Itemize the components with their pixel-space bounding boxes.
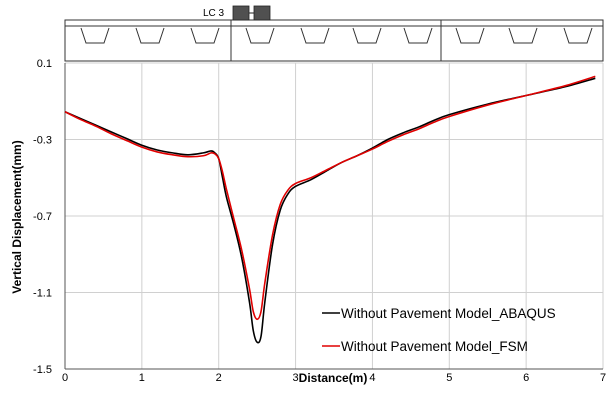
girder-shape	[300, 27, 330, 44]
girder-shape	[190, 27, 220, 44]
x-tick-label: 6	[523, 372, 529, 384]
x-tick-label: 4	[369, 372, 375, 384]
schematic-girders	[80, 27, 593, 44]
girder-shape	[135, 27, 165, 44]
y-tick-label: -1.5	[33, 364, 52, 376]
x-tick-label: 3	[293, 372, 299, 384]
x-tick-labels: 0 1 2 3 4 5 6 7	[62, 372, 606, 384]
load-case-label: LC 3	[203, 8, 225, 19]
y-tick-label: -0.3	[33, 135, 52, 147]
y-tick-label: -0.7	[33, 211, 52, 223]
y-tick-labels: 0.1 -0.3 -0.7 -1.1 -1.5	[33, 58, 52, 376]
x-tick-label: 5	[446, 372, 452, 384]
load-wheel-left	[232, 5, 250, 21]
x-tick-label: 1	[139, 372, 145, 384]
x-tick-label: 7	[600, 372, 606, 384]
x-axis-title: Distance(m)	[299, 371, 368, 385]
series-group	[64, 75, 596, 344]
girder-shape	[80, 27, 110, 44]
load-wheel-right	[253, 5, 271, 21]
girder-shape	[563, 27, 593, 44]
girder-shape	[352, 27, 382, 44]
series-line-fsm	[64, 75, 596, 321]
y-tick-label: 0.1	[37, 58, 52, 70]
legend-label-abaqus: Without Pavement Model_ABAQUS	[341, 306, 556, 321]
legend: Without Pavement Model_ABAQUS Without Pa…	[322, 306, 556, 354]
y-axis-title: Vertical Displacement(mm)	[10, 140, 24, 293]
bridge-schematic: LC 3	[64, 5, 604, 62]
series-line-abaqus	[64, 77, 596, 344]
grid	[64, 62, 604, 370]
x-tick-label: 0	[62, 372, 68, 384]
girder-shape	[508, 27, 538, 44]
y-tick-label: -1.1	[33, 288, 52, 300]
girder-shape	[455, 27, 485, 44]
girder-shape	[403, 27, 433, 44]
legend-label-fsm: Without Pavement Model_FSM	[341, 339, 528, 354]
girder-shape	[245, 27, 275, 44]
x-tick-label: 2	[216, 372, 222, 384]
